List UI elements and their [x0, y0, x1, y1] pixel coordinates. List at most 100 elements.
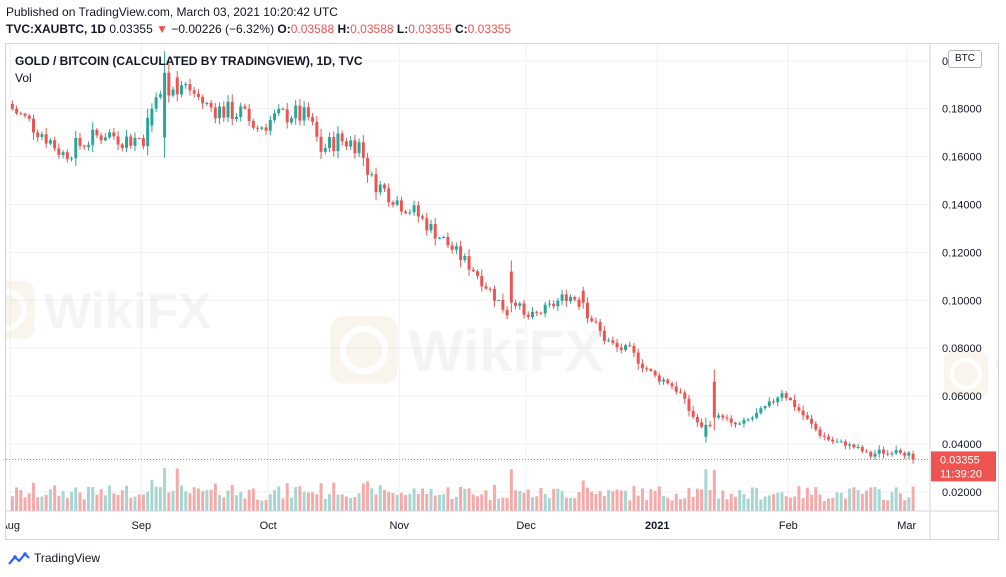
volume-bar [471, 494, 475, 511]
candle-body [133, 137, 137, 146]
volume-bar [108, 485, 112, 511]
candle-body [590, 318, 594, 322]
candle-body [150, 108, 154, 126]
volume-bar [552, 488, 556, 511]
volume-bar [865, 490, 869, 511]
volume-bar [827, 498, 830, 511]
volume-bar [158, 487, 162, 511]
footer-brand[interactable]: TradingView [34, 551, 101, 565]
candle-body [336, 133, 340, 152]
candle-body [911, 453, 915, 460]
volume-bar [141, 494, 145, 511]
candle-body [184, 84, 188, 86]
candle-body [103, 137, 107, 141]
volume-bar [882, 499, 885, 511]
volume-bar [611, 491, 615, 511]
volume-bar [442, 494, 446, 511]
volume-bar [492, 484, 496, 511]
candle-body [141, 138, 145, 147]
x-tick-label: Dec [516, 520, 536, 532]
candle-body [298, 105, 302, 121]
candle-body [607, 340, 611, 342]
volume-bar [48, 489, 52, 511]
candle-body [750, 417, 754, 420]
candle-body [882, 449, 885, 454]
volume-bar [319, 483, 323, 511]
candle-body [399, 200, 403, 212]
candle-body [391, 202, 395, 205]
candle-body [729, 418, 733, 423]
volume-bar [522, 492, 526, 511]
candle-body [125, 136, 129, 148]
wikifx-logo-icon: WikiFX [330, 316, 604, 384]
volume-bar [125, 485, 129, 511]
volume-bar [450, 498, 454, 511]
candle-body [251, 120, 255, 128]
volume-bar [831, 498, 835, 511]
volume-bar [569, 497, 573, 511]
candle-body [564, 294, 568, 302]
candle-body [522, 303, 526, 315]
volume-bar [408, 493, 412, 511]
volume-bar [116, 494, 120, 511]
volume-bar [391, 492, 395, 511]
volume-bar [755, 487, 759, 511]
candle-body [514, 302, 518, 306]
volume-bar [53, 485, 57, 511]
volume-bar [150, 479, 154, 511]
candle-body [234, 117, 238, 120]
high-label: H: [337, 22, 351, 36]
volume-bar [818, 494, 822, 511]
candle-body [353, 140, 357, 154]
candle-body [577, 299, 581, 307]
candle-body [268, 119, 272, 131]
candle-body [670, 383, 674, 387]
volume-bar [302, 492, 306, 511]
volume-bar [370, 488, 374, 511]
volume-bar [218, 494, 222, 511]
candle-body [526, 314, 530, 317]
grid-lines [6, 44, 930, 511]
candle-body [44, 134, 48, 144]
volume-bar [383, 490, 386, 511]
volume-bar [23, 497, 27, 511]
candle-body [539, 312, 543, 314]
tradingview-logo-icon[interactable] [8, 551, 30, 567]
candle-body [877, 449, 881, 454]
volume-bar [65, 497, 69, 511]
volume-bar [366, 481, 370, 511]
volume-bar [32, 482, 35, 511]
volume-bar [209, 489, 213, 511]
change-down-icon: ▼ [156, 22, 168, 36]
change-value: −0.00226 (−6.32%) [171, 22, 275, 36]
candle-body [226, 101, 230, 118]
candle-body [801, 410, 805, 416]
candle-body [742, 419, 746, 424]
volume-bar [598, 490, 602, 511]
volume-bar [695, 488, 699, 511]
volume-bar [349, 498, 353, 511]
volume-bar [662, 495, 666, 511]
volume-bar [459, 486, 463, 511]
currency-badge[interactable]: BTC [948, 50, 982, 68]
candle-body [649, 369, 653, 371]
volume-bar [776, 492, 780, 511]
candle-body [725, 417, 729, 419]
volume-bar [750, 487, 754, 511]
volume-bar [251, 488, 255, 511]
candle-body [361, 142, 365, 158]
volume-bar [91, 487, 95, 511]
volume-bar [467, 488, 471, 511]
volume-bar [624, 490, 628, 511]
x-tick-label: Mar [897, 520, 916, 532]
candle-body [175, 77, 179, 95]
candle-body [48, 140, 52, 144]
price-chart[interactable]: WikiFXWikiFXWikiFXWikiFX 0.200000.180000… [6, 44, 999, 539]
candle-body [657, 375, 661, 382]
y-tick-label: 0.12000 [942, 247, 982, 259]
volume-bar [539, 488, 543, 511]
volume-bar [103, 495, 107, 511]
x-tick-label: Feb [779, 520, 798, 532]
candle-body [531, 311, 534, 317]
candle-body [311, 117, 315, 122]
